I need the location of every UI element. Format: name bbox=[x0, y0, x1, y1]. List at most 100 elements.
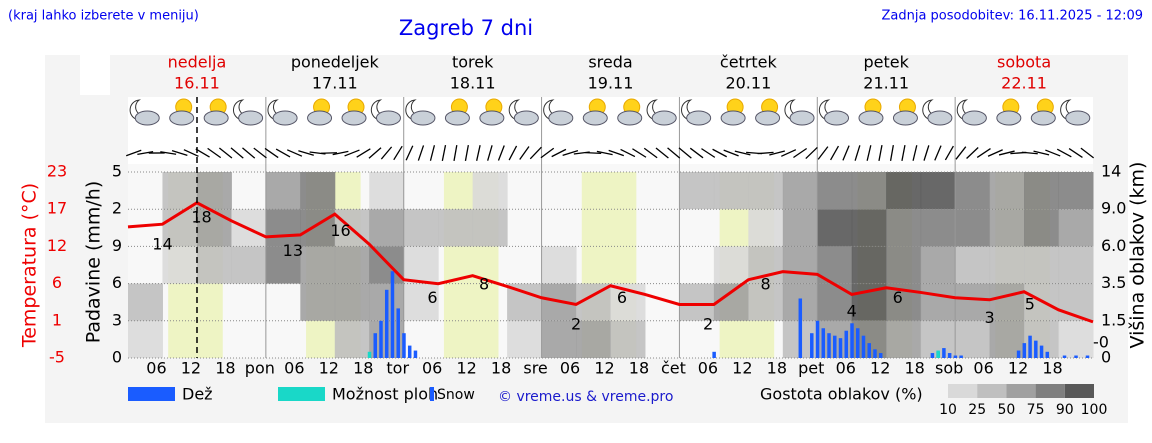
wind-barb bbox=[1033, 150, 1050, 156]
wind-barb bbox=[769, 150, 785, 156]
wind-barb bbox=[464, 145, 469, 161]
precip-bar bbox=[798, 298, 803, 358]
cloud-cell bbox=[817, 172, 853, 210]
wind-barb bbox=[1080, 147, 1095, 159]
x-tick-label: 06 bbox=[836, 359, 856, 378]
cloud-cell bbox=[920, 209, 956, 247]
cloud-cell bbox=[507, 172, 542, 209]
cloud-cell bbox=[266, 321, 301, 358]
precip-bar bbox=[959, 355, 963, 358]
cloud-icon bbox=[272, 110, 298, 126]
cloud-icon bbox=[927, 110, 953, 126]
wind-barb bbox=[487, 145, 493, 161]
wind-barb bbox=[1068, 148, 1083, 158]
density-legend-box bbox=[1006, 384, 1036, 398]
cloud-cell bbox=[438, 209, 474, 247]
density-legend-label: 90 bbox=[1056, 402, 1074, 418]
precip-bar bbox=[413, 350, 418, 358]
cloud-cell bbox=[817, 209, 853, 247]
cloud-icon bbox=[824, 110, 850, 126]
cloud-cell bbox=[300, 321, 335, 358]
cloud-cell bbox=[955, 172, 991, 210]
wind-barb bbox=[781, 149, 797, 157]
cloud-cell bbox=[1058, 209, 1094, 247]
legend-swatch bbox=[278, 387, 325, 401]
wind-barb bbox=[380, 146, 393, 160]
wind-barb bbox=[218, 147, 233, 159]
cloud-icon bbox=[720, 110, 746, 126]
cloud-cell bbox=[369, 172, 405, 210]
day-name: četrtek bbox=[720, 53, 778, 72]
cloud-icon bbox=[892, 110, 918, 126]
cloud-cell bbox=[610, 320, 646, 358]
cloud-cell bbox=[334, 320, 370, 358]
cloud-cell bbox=[196, 246, 232, 284]
temp-label: 3 bbox=[985, 308, 995, 327]
temp-tick-label: 12 bbox=[47, 236, 67, 255]
wind-barb bbox=[476, 145, 481, 161]
day-date: 17.11 bbox=[312, 74, 358, 93]
cloud-cell bbox=[920, 246, 956, 284]
temp-label: 2 bbox=[571, 315, 581, 334]
precip-bar bbox=[1028, 335, 1032, 358]
wind-barb bbox=[368, 147, 382, 159]
wind-barb bbox=[160, 151, 177, 155]
precip-bar bbox=[947, 353, 952, 358]
day-name: torek bbox=[452, 53, 494, 72]
wind-barb bbox=[998, 150, 1015, 156]
x-tick-label: 06 bbox=[560, 359, 580, 378]
wind-barb bbox=[830, 145, 840, 161]
wind-barb bbox=[207, 147, 222, 159]
wind-barb bbox=[519, 146, 530, 160]
wind-barb bbox=[405, 145, 414, 161]
cloud-icon bbox=[1030, 110, 1056, 126]
wind-barb bbox=[701, 148, 716, 158]
precip-bar bbox=[855, 328, 860, 358]
cloud-cell bbox=[989, 246, 1025, 284]
cloud-cell bbox=[162, 246, 198, 284]
wind-barb bbox=[195, 148, 210, 158]
wind-barb bbox=[667, 147, 681, 159]
density-legend-label: 10 bbox=[939, 402, 957, 418]
cloud-cell bbox=[1024, 209, 1060, 247]
precip-bar bbox=[838, 338, 843, 358]
cloud-cell bbox=[782, 172, 818, 210]
y2-axis-title: Višina oblakov (km) bbox=[1127, 162, 1149, 349]
x-tick-label: sob bbox=[935, 359, 963, 378]
wind-barb bbox=[878, 145, 883, 161]
wind-barb bbox=[551, 148, 567, 158]
wind-barb bbox=[734, 150, 751, 156]
wind-barb bbox=[620, 148, 636, 158]
x-tick-label: 06 bbox=[146, 359, 166, 378]
x-tick-label: 18 bbox=[353, 359, 373, 378]
wind-barb bbox=[286, 149, 303, 157]
cloud-legend-title: Gostota oblakov (%) bbox=[760, 385, 923, 404]
cloud-cell bbox=[886, 246, 922, 284]
cloud-cell bbox=[541, 246, 577, 284]
precip-bar bbox=[384, 289, 389, 358]
cloud-cell bbox=[989, 209, 1025, 247]
precip-bar bbox=[878, 353, 883, 358]
cloud-cell bbox=[507, 246, 542, 283]
wind-barb bbox=[912, 145, 918, 161]
wind-barb bbox=[344, 149, 360, 157]
y2-tick-label: 1.5 bbox=[1101, 310, 1126, 329]
x-tick-label: pon bbox=[245, 359, 275, 378]
cloud-icon bbox=[479, 110, 505, 126]
cloud-icon bbox=[375, 110, 401, 126]
cloud-cell bbox=[334, 246, 370, 284]
x-tick-label: 12 bbox=[594, 359, 614, 378]
density-legend-label: 100 bbox=[1081, 402, 1108, 418]
cloud-cell bbox=[128, 320, 163, 358]
cloud-icon bbox=[341, 110, 367, 126]
day-name: nedelja bbox=[168, 53, 227, 72]
wind-barb bbox=[183, 149, 199, 157]
precip-tick-label: 6 bbox=[112, 273, 122, 292]
wind-barb bbox=[854, 145, 861, 161]
cloud-icon bbox=[134, 110, 160, 126]
cloud-icon bbox=[617, 110, 643, 126]
cloud-cell bbox=[197, 321, 232, 358]
temp-tick-label: 17 bbox=[47, 199, 67, 218]
cloud-cell bbox=[369, 246, 405, 284]
cloud-cell bbox=[1024, 172, 1060, 210]
